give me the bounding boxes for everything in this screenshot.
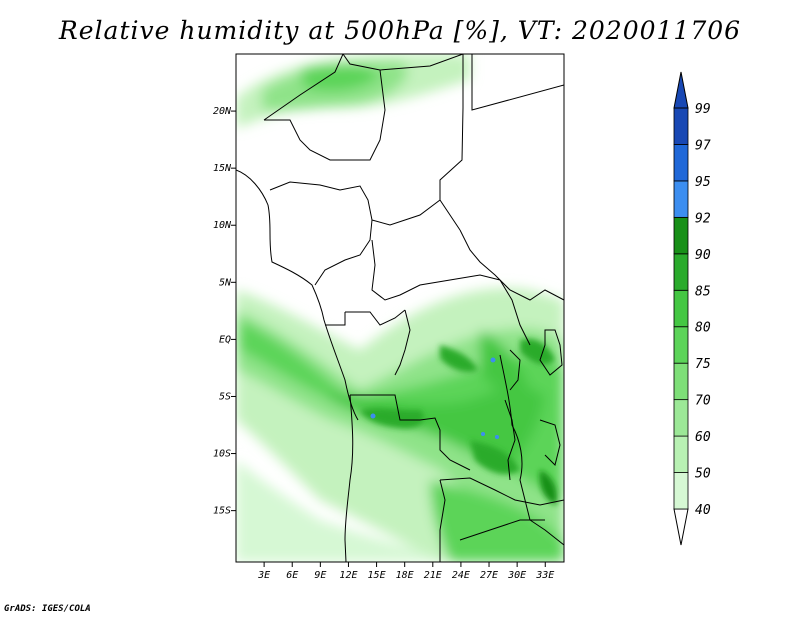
- colorbar-label: 92: [695, 211, 711, 226]
- colorbar-segment: [673, 180, 689, 218]
- x-tick-label: 30E: [507, 570, 526, 581]
- y-tick-label: 5N: [219, 277, 232, 288]
- colorbar-min-arrow: [673, 508, 689, 546]
- y-tick-label: EQ: [219, 334, 231, 345]
- colorbar-label: 95: [695, 175, 711, 190]
- country-borders: [236, 54, 564, 562]
- map-frame: [235, 53, 565, 563]
- y-tick-label: 10S: [213, 449, 231, 460]
- colorbar-label: 50: [695, 467, 711, 482]
- x-tick-label: 21E: [424, 570, 442, 581]
- x-axis: 3E 6E 9E 12E 15E 18E 21E 24E 27E 30E 33E: [257, 562, 554, 581]
- footer-credit: GrADS: IGES/COLA: [4, 604, 91, 614]
- x-tick-label: 6E: [286, 570, 298, 581]
- y-tick-label: 20N: [213, 106, 232, 117]
- colorbar-label: 99: [695, 102, 711, 117]
- colorbar-segment: [673, 362, 689, 401]
- colorbar-label: 97: [695, 138, 711, 153]
- colorbar-label: 70: [695, 394, 711, 409]
- colorbar-segment: [673, 253, 689, 291]
- map-title: Relative humidity at 500hPa [%], VT: 202…: [58, 16, 742, 45]
- x-tick-label: 24E: [452, 570, 470, 581]
- y-tick-label: 15S: [213, 506, 231, 517]
- humidity-field: [236, 54, 564, 562]
- colorbar-segment: [673, 144, 689, 182]
- x-tick-label: 15E: [368, 570, 386, 581]
- colorbar-label: 75: [695, 357, 711, 372]
- colorbar-segment: [673, 107, 689, 145]
- colorbar-label: 85: [695, 284, 711, 299]
- colorbar-label: 80: [695, 321, 711, 336]
- colorbar-segment: [673, 216, 689, 255]
- colorbar-segment: [673, 472, 689, 510]
- x-tick-label: 12E: [339, 570, 357, 581]
- x-tick-label: 18E: [396, 570, 414, 581]
- colorbar: 40 50 60 70 75 80 85 90 92 95 97 99: [673, 71, 711, 546]
- colorbar-segment: [673, 399, 689, 437]
- x-tick-label: 27E: [480, 570, 498, 581]
- y-tick-label: 15N: [213, 163, 232, 174]
- colorbar-label: 40: [695, 503, 711, 518]
- colorbar-label: 60: [695, 430, 711, 445]
- x-tick-label: 9E: [314, 570, 326, 581]
- y-tick-label: 10N: [213, 220, 232, 231]
- x-tick-label: 3E: [257, 570, 270, 581]
- x-tick-label: 33E: [535, 570, 554, 581]
- y-tick-label: 5S: [219, 391, 231, 402]
- colorbar-segment: [673, 289, 689, 328]
- colorbar-segment: [673, 326, 689, 364]
- colorbar-segment: [673, 435, 689, 473]
- y-axis: 20N 15N 10N 5N EQ 5S 10S 15S: [213, 106, 236, 517]
- colorbar-max-arrow: [673, 71, 689, 109]
- colorbar-label: 90: [695, 248, 711, 263]
